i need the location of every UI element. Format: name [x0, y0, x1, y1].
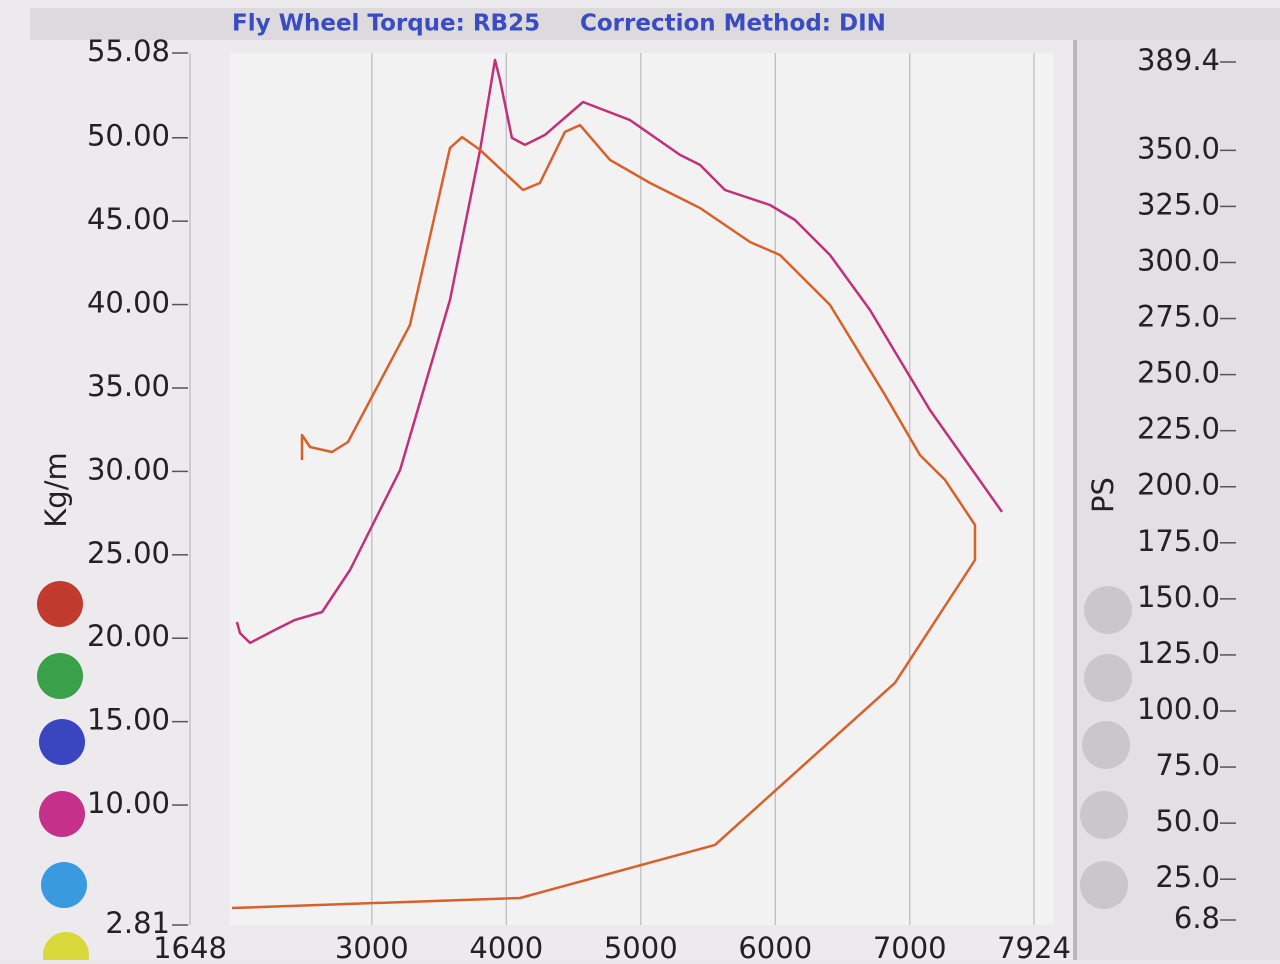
legend-dot: [1084, 586, 1132, 634]
y-tick-label: 45.00: [87, 202, 170, 236]
legend-dot: [1082, 721, 1130, 769]
y2-tick-label: 325.0: [1137, 187, 1220, 221]
y2-tick-label: 200.0: [1137, 468, 1220, 502]
y2-tick-label: 100.0: [1137, 692, 1220, 726]
y2-tick-label: 389.4: [1137, 43, 1220, 77]
y2-tick-label: 25.0: [1155, 860, 1220, 894]
y-tick-label: 10.00: [87, 786, 170, 820]
legend-dot: [37, 581, 83, 627]
x-tick-label: 3000: [335, 931, 409, 960]
x-tick-label: 1648: [153, 931, 227, 960]
legend-dot: [1080, 861, 1128, 909]
y2-tick-label: 275.0: [1137, 300, 1220, 334]
y2-axis-label: PS: [1086, 477, 1120, 513]
y-axis-label: Kg/m: [39, 452, 73, 527]
legend-dot: [37, 653, 83, 699]
chart-subtitle: Correction Method: DIN: [580, 11, 886, 37]
chart-title: Fly Wheel Torque: RB25: [232, 11, 540, 37]
y2-tick-label: 125.0: [1137, 636, 1220, 670]
legend-dot: [1084, 654, 1132, 702]
y-tick-label: 30.00: [87, 452, 170, 486]
legend-dots: [37, 581, 1132, 964]
legend-dot: [41, 862, 87, 908]
series-line: [235, 58, 1004, 645]
y-tick-label: 20.00: [87, 619, 170, 653]
header-bar: [30, 8, 1280, 40]
x-tick-label: 7000: [873, 931, 947, 960]
y-tick-label: 2.81: [105, 906, 170, 940]
y-tick-label: 40.00: [87, 286, 170, 320]
y-tick-label: 35.00: [87, 369, 170, 403]
y-tick-label: 25.00: [87, 536, 170, 570]
y-tick-label: 50.00: [87, 119, 170, 153]
y2-tick-label: 6.8: [1174, 901, 1220, 935]
y2-tick-label: 175.0: [1137, 524, 1220, 558]
y2-tick-label: 75.0: [1155, 748, 1220, 782]
y2-tick-label: 250.0: [1137, 356, 1220, 390]
legend-dot: [1080, 791, 1128, 839]
y2-tick-label: 50.0: [1155, 804, 1220, 838]
x-tick-label: 5000: [604, 931, 678, 960]
x-tick-label: 7924: [997, 931, 1071, 960]
y2-tick-label: 150.0: [1137, 580, 1220, 614]
legend-dot: [43, 932, 89, 964]
legend-dot: [39, 791, 85, 837]
y2-tick-label: 300.0: [1137, 243, 1220, 277]
y2-tick-label: 350.0: [1137, 131, 1220, 165]
y-tick-label: 15.00: [87, 703, 170, 737]
y2-tick-label: 225.0: [1137, 412, 1220, 446]
series-line: [231, 123, 977, 910]
legend-dot: [39, 719, 85, 765]
plot-background: [230, 53, 1054, 925]
x-tick-label: 4000: [469, 931, 543, 960]
x-tick-label: 6000: [738, 931, 812, 960]
y-tick-label: 55.08: [87, 34, 170, 68]
